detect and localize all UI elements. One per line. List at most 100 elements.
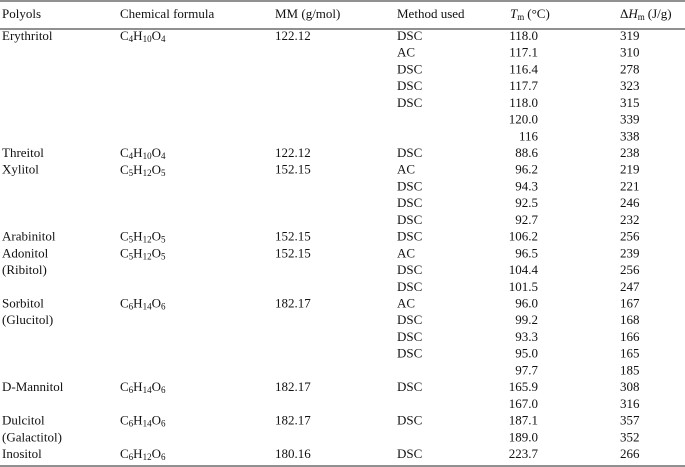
melting-enthalpy: 232 (620, 212, 640, 227)
method: AC (397, 296, 415, 311)
melting-enthalpy: 352 (620, 429, 640, 444)
method: DSC (397, 145, 422, 160)
melting-enthalpy: 256 (620, 262, 640, 277)
element: O (152, 296, 161, 311)
subscript: 4 (161, 34, 166, 44)
subscript: 5 (161, 251, 166, 261)
element: H (133, 245, 142, 260)
melting-temperature: 96.0 (515, 296, 538, 311)
melting-temperature: 97.7 (515, 362, 538, 377)
formula: C6H12O6 (120, 446, 166, 462)
subscript: m (638, 12, 645, 22)
header-cell: Method used (397, 6, 465, 21)
melting-temperature: 96.5 (515, 245, 538, 260)
symbol: T (510, 6, 518, 21)
formula: C4H10O4 (120, 28, 166, 44)
subscript: 5 (129, 235, 134, 245)
melting-enthalpy: 256 (620, 229, 640, 244)
molar-mass: 182.17 (275, 296, 311, 311)
method: DSC (397, 78, 422, 93)
molar-mass: 152.15 (275, 162, 311, 177)
element: C (120, 413, 129, 428)
element: H (133, 446, 142, 461)
melting-temperature: 223.7 (509, 446, 539, 461)
melting-temperature: 189.0 (509, 429, 538, 444)
element: O (152, 413, 161, 428)
method: DSC (397, 413, 422, 428)
method: DSC (397, 229, 422, 244)
molar-mass: 182.17 (275, 379, 311, 394)
melting-enthalpy: 221 (620, 178, 640, 193)
subscript: 6 (161, 302, 166, 312)
element: H (133, 379, 142, 394)
molar-mass: 152.15 (275, 245, 311, 260)
melting-enthalpy: 185 (620, 362, 640, 377)
melting-enthalpy: 339 (620, 112, 640, 127)
element: C (120, 28, 129, 43)
element: C (120, 229, 129, 244)
header-cell: ΔHm (J/g) (620, 6, 672, 22)
polyol: Adonitol (2, 245, 49, 260)
melting-temperature: 117.1 (509, 45, 538, 60)
method: DSC (397, 346, 422, 361)
formula: C5H12O5 (120, 245, 166, 261)
unit: (°C) (527, 6, 550, 21)
melting-enthalpy: 323 (620, 78, 640, 93)
subscript: 6 (161, 452, 166, 462)
melting-temperature: 88.6 (515, 145, 538, 160)
molar-mass: 182.17 (275, 413, 311, 428)
subscript: 6 (129, 302, 134, 312)
subscript: 6 (161, 385, 166, 395)
method: DSC (397, 262, 422, 277)
header-cell: Polyols (2, 6, 41, 21)
melting-temperature: 99.2 (515, 312, 538, 327)
formula: C4H10O4 (120, 145, 166, 161)
polyol: Threitol (2, 145, 44, 160)
melting-temperature: 116.4 (509, 61, 538, 76)
method: DSC (397, 195, 422, 210)
method: DSC (397, 379, 422, 394)
method: DSC (397, 212, 422, 227)
element: H (133, 28, 142, 43)
element: H (133, 296, 142, 311)
melting-enthalpy: 357 (620, 413, 640, 428)
unit: (J/g) (648, 6, 672, 21)
melting-temperature: 92.7 (515, 212, 538, 227)
element: H (133, 229, 142, 244)
formula: C6H14O6 (120, 296, 166, 312)
symbol: H (627, 6, 638, 21)
polyol: Sorbitol (2, 296, 44, 311)
element: O (152, 379, 161, 394)
subscript: 10 (143, 34, 153, 44)
method: DSC (397, 279, 422, 294)
method: AC (397, 245, 415, 260)
melting-temperature: 95.0 (515, 346, 538, 361)
element: C (120, 145, 129, 160)
method: DSC (397, 95, 422, 110)
element: O (152, 145, 161, 160)
subscript: 5 (129, 251, 134, 261)
element: O (152, 245, 161, 260)
melting-temperature: 92.5 (515, 195, 538, 210)
melting-temperature: 165.9 (509, 379, 538, 394)
polyol: Dulcitol (2, 413, 45, 428)
method: DSC (397, 312, 422, 327)
subscript: 6 (161, 419, 166, 429)
subscript: m (517, 12, 524, 22)
method: AC (397, 45, 415, 60)
melting-temperature: 94.3 (515, 178, 538, 193)
melting-enthalpy: 266 (620, 446, 640, 461)
subscript: 12 (143, 251, 152, 261)
polyol: (Ribitol) (2, 262, 47, 277)
element: O (152, 446, 161, 461)
melting-temperature: 117.7 (509, 78, 538, 93)
melting-temperature: 118.0 (509, 95, 538, 110)
prefix: Δ (620, 6, 628, 21)
header-cell: MM (g/mol) (275, 6, 340, 21)
melting-temperature: 118.0 (509, 28, 538, 43)
melting-temperature: 96.2 (515, 162, 538, 177)
melting-temperature: 93.3 (515, 329, 538, 344)
formula: C5H12O5 (120, 162, 166, 178)
molar-mass: 122.12 (275, 28, 311, 43)
